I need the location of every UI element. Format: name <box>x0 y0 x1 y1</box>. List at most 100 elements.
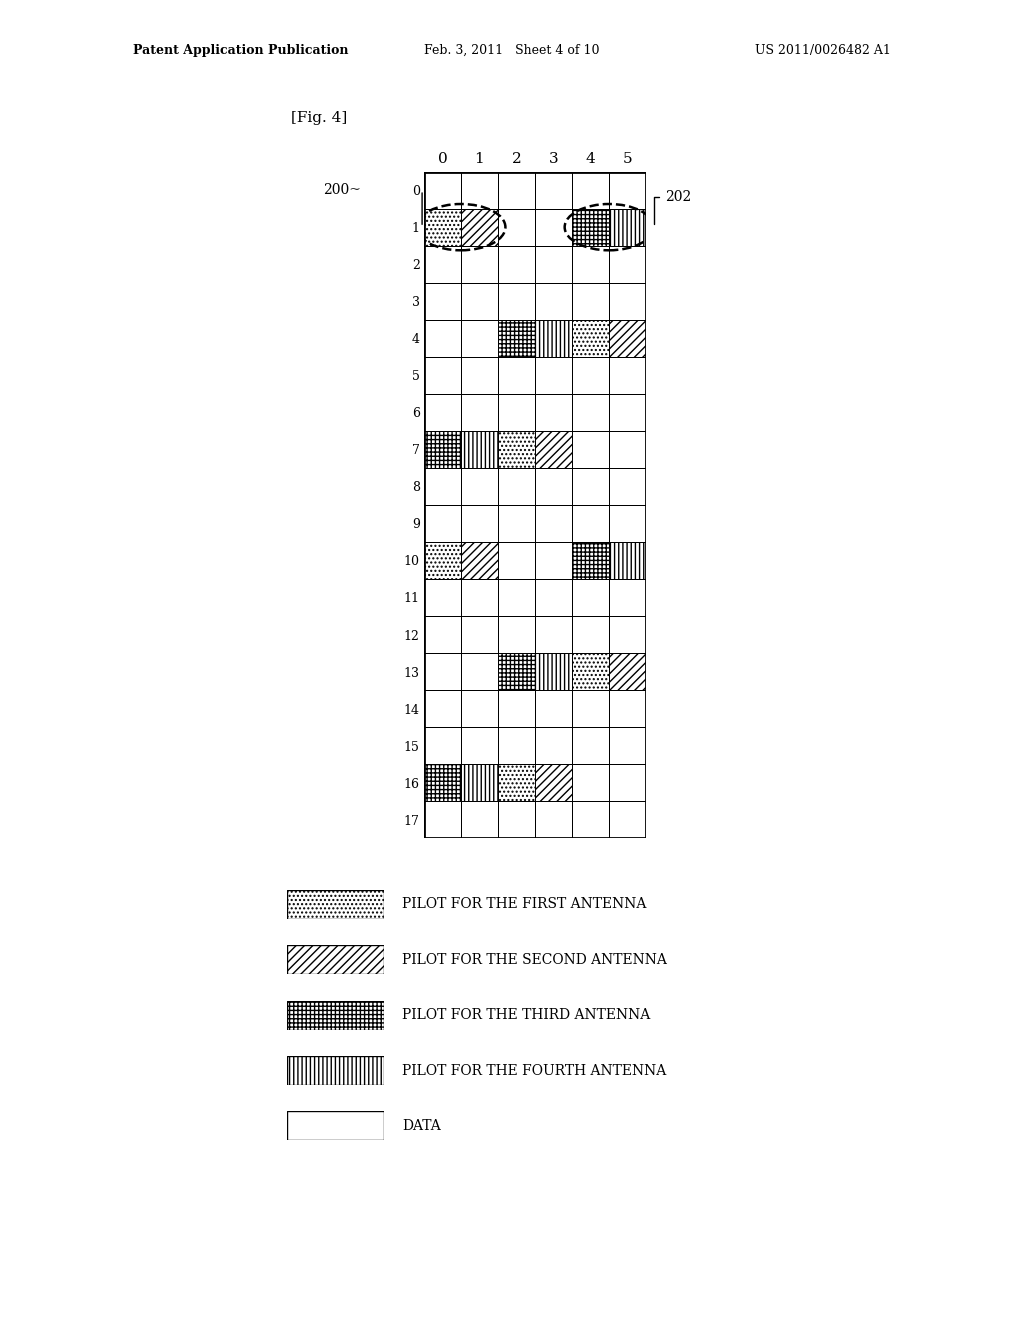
Bar <box>609 764 646 801</box>
Bar <box>572 430 609 467</box>
Bar <box>609 319 646 356</box>
Bar <box>498 172 535 209</box>
Bar <box>609 209 646 246</box>
Bar <box>572 504 609 543</box>
Bar <box>572 727 609 764</box>
Bar <box>572 467 609 504</box>
Bar <box>572 543 609 579</box>
Bar <box>572 801 609 838</box>
Bar <box>461 319 498 356</box>
Bar <box>424 727 461 764</box>
Bar <box>424 393 461 430</box>
Bar <box>536 579 572 616</box>
Bar <box>572 393 609 430</box>
Text: DATA: DATA <box>402 1119 441 1133</box>
Bar <box>461 653 498 690</box>
Bar <box>498 467 535 504</box>
Bar <box>536 172 572 209</box>
Bar <box>498 690 535 727</box>
Text: US 2011/0026482 A1: US 2011/0026482 A1 <box>755 44 891 57</box>
Bar <box>424 282 461 319</box>
Text: PILOT FOR THE FOURTH ANTENNA: PILOT FOR THE FOURTH ANTENNA <box>402 1064 667 1077</box>
Bar <box>572 282 609 319</box>
Bar <box>424 653 461 690</box>
Bar <box>572 616 609 653</box>
Bar <box>461 801 498 838</box>
Bar <box>461 209 498 246</box>
Bar <box>609 430 646 467</box>
Bar <box>609 690 646 727</box>
Bar <box>461 282 498 319</box>
Text: PILOT FOR THE THIRD ANTENNA: PILOT FOR THE THIRD ANTENNA <box>402 1008 650 1022</box>
Bar <box>461 172 498 209</box>
Bar <box>536 764 572 801</box>
Text: PILOT FOR THE SECOND ANTENNA: PILOT FOR THE SECOND ANTENNA <box>402 953 668 966</box>
Bar <box>609 543 646 579</box>
Bar <box>609 616 646 653</box>
Bar <box>536 393 572 430</box>
Bar <box>609 727 646 764</box>
Bar <box>424 543 461 579</box>
Bar <box>498 356 535 393</box>
Bar <box>498 319 535 356</box>
Bar <box>498 282 535 319</box>
Bar <box>609 653 646 690</box>
Bar <box>424 246 461 282</box>
Bar <box>536 504 572 543</box>
Bar <box>572 172 609 209</box>
Bar <box>536 690 572 727</box>
Bar <box>424 356 461 393</box>
Bar <box>461 430 498 467</box>
Bar <box>572 579 609 616</box>
Text: 200~: 200~ <box>324 183 361 197</box>
Bar <box>609 579 646 616</box>
Bar <box>461 616 498 653</box>
Bar <box>609 467 646 504</box>
Bar <box>609 172 646 209</box>
Text: PILOT FOR THE FIRST ANTENNA: PILOT FOR THE FIRST ANTENNA <box>402 898 647 911</box>
Bar <box>498 801 535 838</box>
Text: 202: 202 <box>653 190 691 224</box>
Bar <box>572 356 609 393</box>
Bar <box>536 209 572 246</box>
Bar <box>498 579 535 616</box>
Bar <box>572 764 609 801</box>
Bar <box>461 764 498 801</box>
Bar <box>572 246 609 282</box>
Bar <box>424 764 461 801</box>
Bar <box>461 246 498 282</box>
Text: Feb. 3, 2011   Sheet 4 of 10: Feb. 3, 2011 Sheet 4 of 10 <box>424 44 600 57</box>
Bar <box>498 727 535 764</box>
Bar <box>536 430 572 467</box>
Bar <box>609 356 646 393</box>
Bar <box>536 467 572 504</box>
Bar <box>498 430 535 467</box>
Bar <box>609 504 646 543</box>
Bar <box>609 282 646 319</box>
Bar <box>461 393 498 430</box>
Bar <box>609 246 646 282</box>
Bar <box>424 504 461 543</box>
Bar <box>498 504 535 543</box>
Bar <box>572 653 609 690</box>
Bar <box>609 393 646 430</box>
Bar <box>536 543 572 579</box>
Bar <box>536 653 572 690</box>
Text: Patent Application Publication: Patent Application Publication <box>133 44 348 57</box>
Bar <box>572 690 609 727</box>
Bar <box>498 616 535 653</box>
Bar <box>536 282 572 319</box>
Bar <box>536 801 572 838</box>
Bar <box>461 356 498 393</box>
Bar <box>461 690 498 727</box>
Bar <box>424 616 461 653</box>
Bar <box>461 467 498 504</box>
Bar <box>572 319 609 356</box>
Bar <box>536 319 572 356</box>
Bar <box>536 727 572 764</box>
Text: [Fig. 4]: [Fig. 4] <box>291 111 347 125</box>
Bar <box>536 246 572 282</box>
Bar <box>498 209 535 246</box>
Bar <box>498 543 535 579</box>
Bar <box>424 319 461 356</box>
